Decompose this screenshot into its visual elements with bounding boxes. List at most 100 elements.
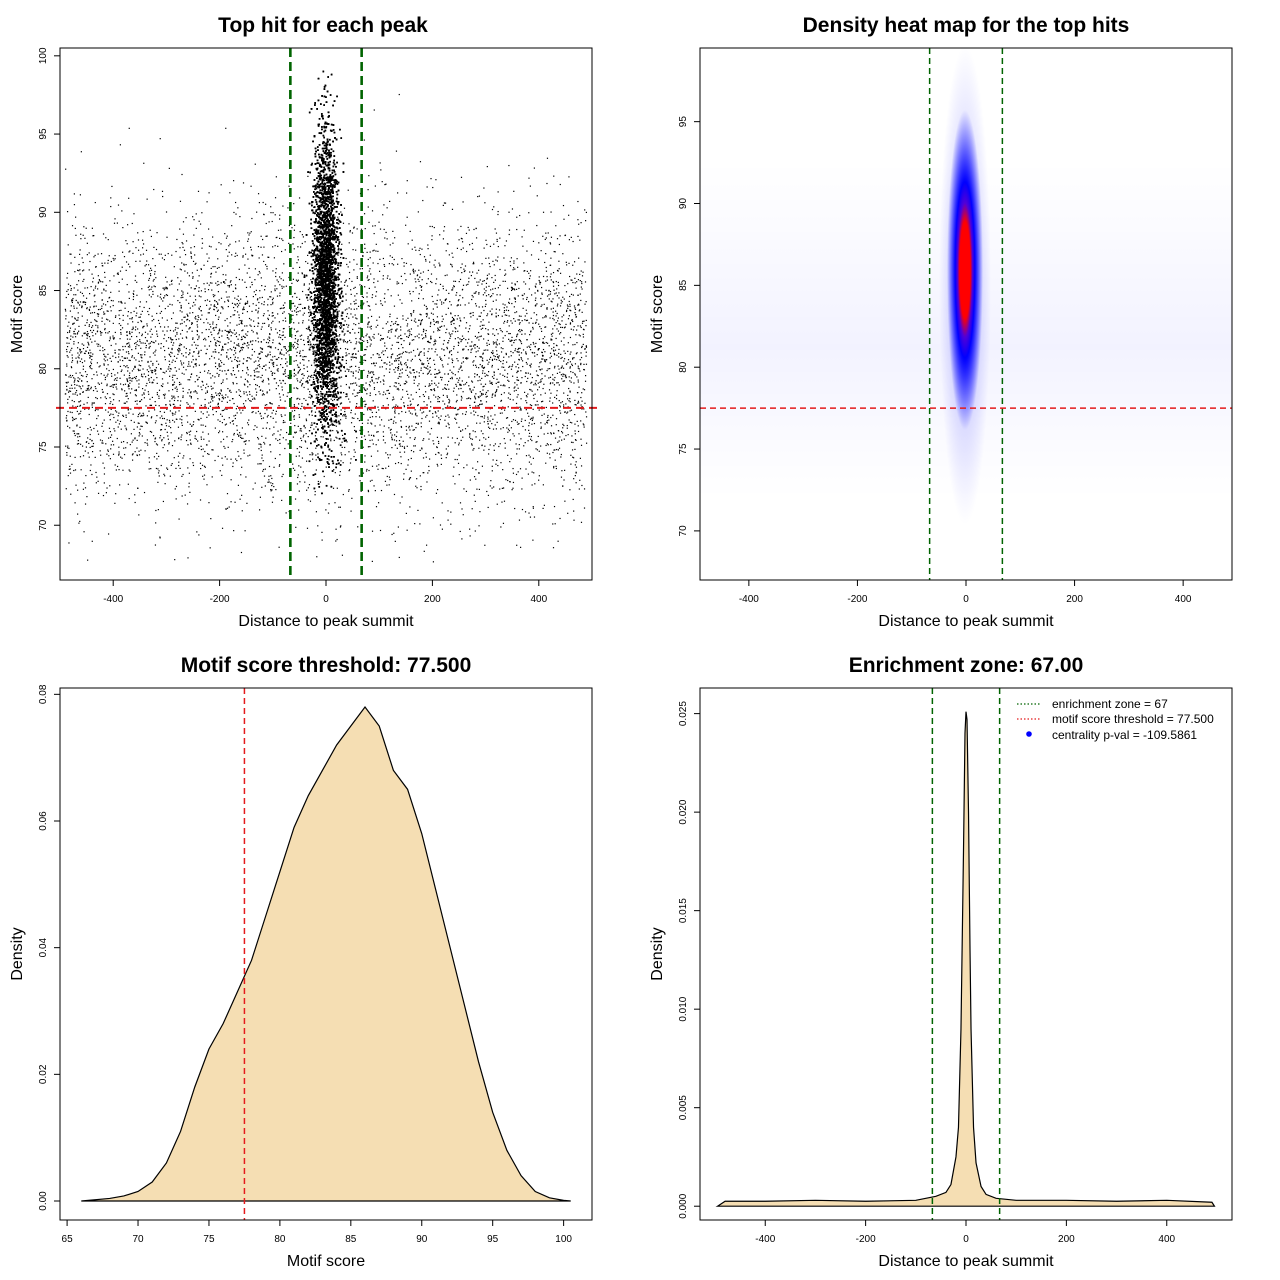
scatter-point [462, 297, 464, 299]
scatter-point [450, 323, 452, 325]
scatter-point [416, 335, 418, 337]
scatter-point [241, 466, 243, 468]
scatter-point [147, 264, 150, 266]
scatter-point [335, 380, 337, 382]
scatter-point [537, 404, 539, 406]
scatter-point [561, 432, 564, 434]
scatter-point [229, 243, 231, 245]
scatter-point [485, 286, 487, 288]
scatter-point [280, 352, 282, 354]
scatter-point [215, 342, 217, 344]
scatter-point [112, 335, 114, 337]
scatter-point [466, 250, 468, 253]
scatter-point [163, 259, 166, 261]
scatter-point [553, 346, 555, 348]
scatter-point [281, 353, 283, 355]
scatter-point [313, 387, 315, 390]
scatter-point [457, 314, 459, 317]
scatter-point [129, 338, 131, 340]
scatter-point [116, 465, 119, 468]
scatter-point [368, 372, 370, 374]
scatter-point [448, 332, 450, 334]
scatter-point [363, 435, 366, 437]
scatter-point [141, 310, 143, 312]
scatter-point [459, 319, 461, 321]
scatter-point [198, 337, 200, 339]
scatter-point [359, 361, 361, 363]
scatter-point [414, 375, 417, 378]
scatter-point [343, 284, 346, 286]
scatter-point [343, 207, 346, 209]
scatter-point [560, 374, 563, 376]
scatter-point [545, 289, 547, 291]
scatter-point [142, 272, 145, 275]
scatter-point [541, 304, 543, 306]
scatter-point [195, 285, 198, 287]
scatter-point [427, 360, 429, 362]
scatter-point [427, 248, 429, 250]
scatter-point [581, 311, 583, 313]
scatter-point [290, 422, 292, 424]
scatter-point [552, 349, 555, 351]
scatter-point [276, 279, 278, 281]
scatter-point [557, 382, 559, 384]
scatter-point [295, 279, 298, 281]
scatter-point [251, 310, 253, 313]
scatter-point [302, 358, 304, 361]
scatter-point [145, 344, 147, 347]
scatter-point [463, 268, 465, 270]
scatter-point [545, 462, 547, 464]
scatter-point [66, 290, 68, 293]
scatter-point [352, 356, 354, 358]
scatter-point [305, 433, 307, 435]
scatter-point [195, 347, 198, 349]
scatter-point [255, 412, 257, 414]
scatter-point [201, 388, 203, 391]
scatter-point [282, 394, 285, 396]
scatter-point [393, 420, 395, 422]
scatter-point [231, 254, 233, 256]
scatter-point [293, 322, 295, 324]
scatter-point [141, 333, 143, 335]
scatter-point [313, 350, 315, 352]
scatter-point [213, 357, 216, 359]
scatter-point [80, 388, 82, 390]
scatter-point [208, 453, 210, 456]
scatter-point [439, 358, 442, 360]
scatter-point [413, 376, 415, 378]
scatter-point [414, 377, 417, 379]
scatter-point [463, 384, 465, 386]
scatter-point [535, 384, 537, 386]
scatter-point [511, 336, 513, 339]
scatter-point [383, 297, 386, 299]
scatter-point [351, 497, 353, 499]
scatter-point [125, 416, 127, 418]
scatter-point [545, 253, 547, 255]
scatter-point [152, 341, 154, 343]
scatter-point [497, 464, 499, 467]
scatter-point [372, 443, 374, 445]
scatter-point [408, 329, 410, 331]
scatter-point [374, 225, 376, 227]
scatter-point [364, 359, 367, 362]
scatter-point [524, 319, 526, 321]
scatter-point [488, 361, 490, 363]
scatter-point [66, 342, 68, 344]
scatter-point [272, 315, 274, 317]
scatter-point [210, 518, 212, 520]
scatter-point [229, 399, 231, 402]
scatter-point [299, 246, 302, 248]
scatter-point [107, 437, 110, 439]
scatter-point [442, 204, 444, 207]
scatter-point [447, 363, 449, 365]
scatter-point [250, 319, 252, 321]
scatter-point [297, 279, 300, 281]
scatter-point [556, 288, 558, 290]
scatter-point [85, 389, 87, 392]
scatter-point [353, 259, 355, 261]
scatter-point [217, 303, 219, 305]
scatter-point [541, 406, 543, 408]
scatter-point [369, 268, 371, 270]
scatter-point [334, 320, 337, 322]
scatter-point [100, 281, 102, 283]
